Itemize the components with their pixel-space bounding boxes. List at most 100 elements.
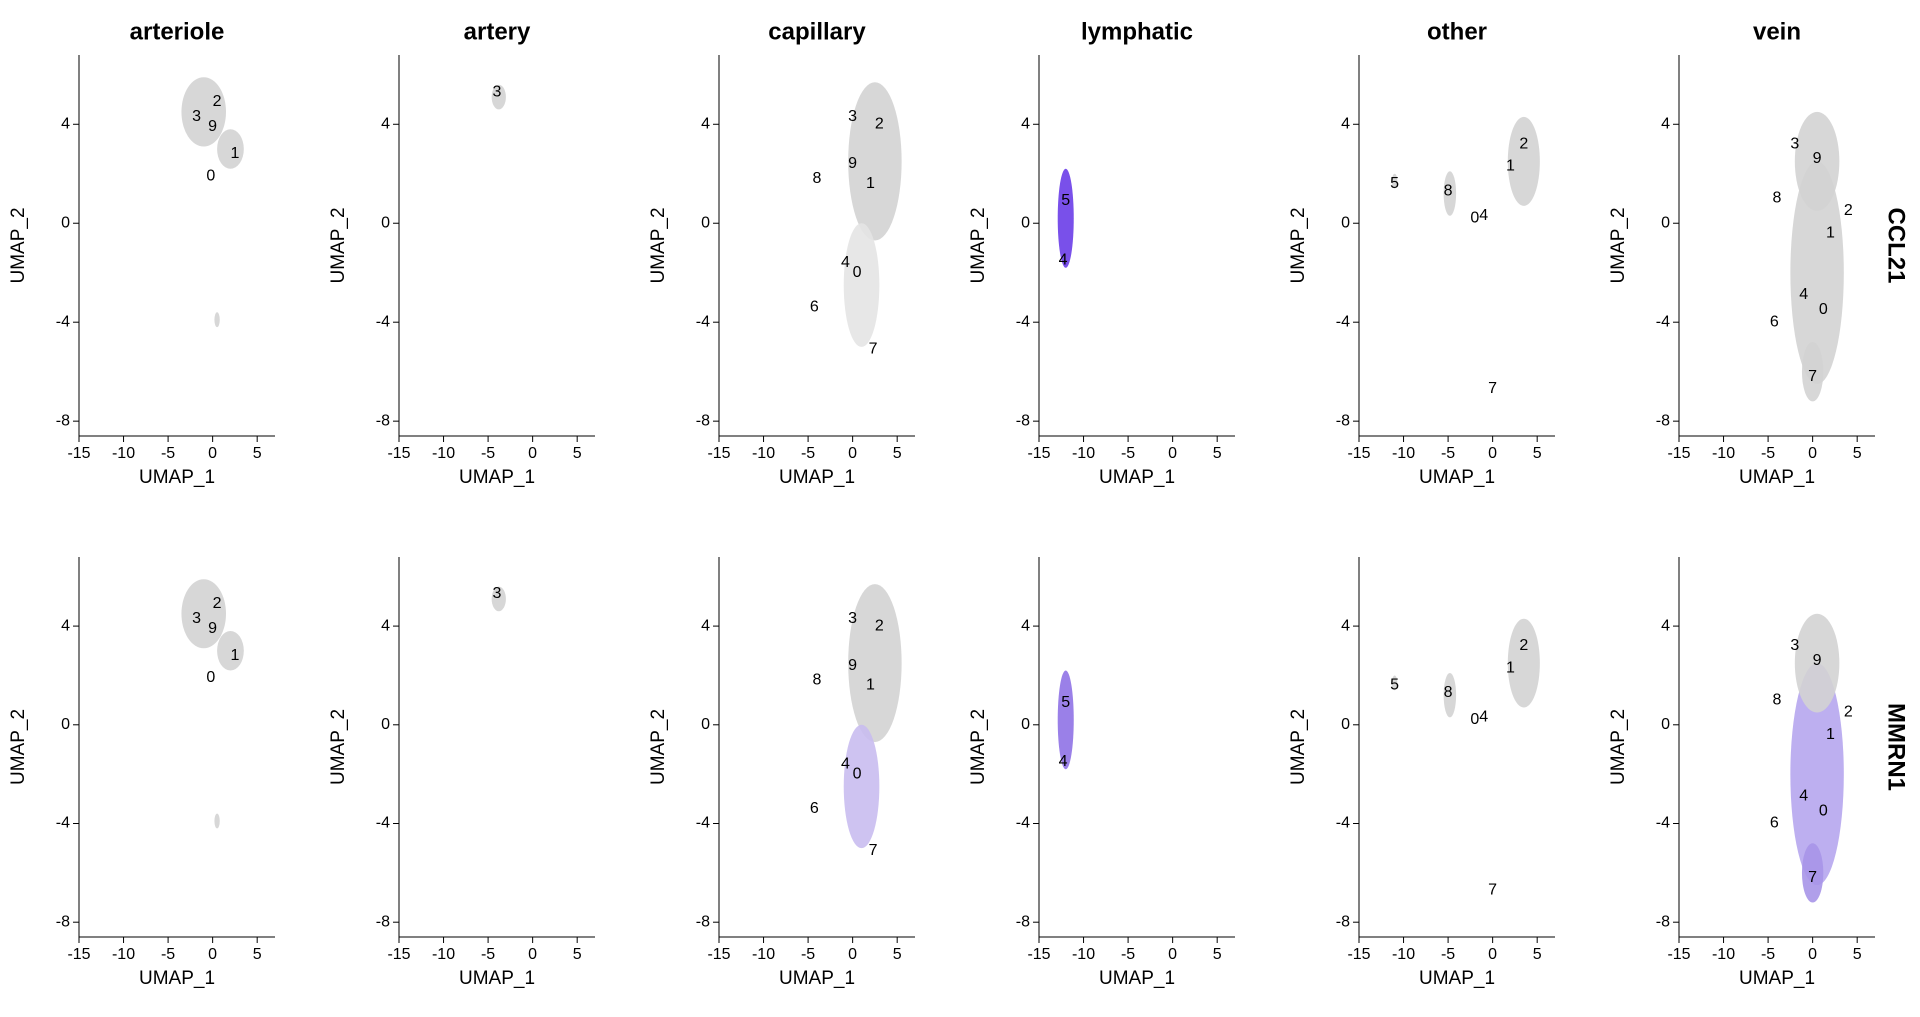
x-tick-label: 5	[1213, 946, 1222, 963]
facet-title: capillary	[768, 18, 866, 45]
cluster-label: 5	[1390, 175, 1399, 192]
x-tick-label: -5	[801, 946, 815, 963]
x-tick-label: 0	[848, 946, 857, 963]
cluster-label: 4	[1479, 709, 1488, 726]
cluster-label: 9	[848, 657, 857, 674]
cluster-label: 3	[192, 610, 201, 627]
x-tick-label: 0	[528, 445, 537, 462]
cluster-label: 2	[1519, 637, 1528, 654]
cluster-label: 0	[853, 765, 862, 782]
y-axis-label: UMAP_2	[648, 207, 669, 283]
y-tick-label: 0	[701, 214, 710, 231]
x-tick-label: 5	[1853, 445, 1862, 462]
y-axis-label: UMAP_2	[968, 709, 989, 785]
point-cloud	[1057, 168, 1074, 268]
point-cloud	[1443, 672, 1457, 718]
x-tick-label: -10	[752, 445, 775, 462]
y-tick-label: -8	[696, 412, 710, 429]
y-tick-label: 0	[381, 716, 390, 733]
y-axis-label: UMAP_2	[968, 207, 989, 283]
point-cloud	[1790, 663, 1844, 886]
point-cloud	[181, 77, 227, 147]
x-axis-label: UMAP_1	[139, 968, 215, 989]
y-tick-label: 0	[1341, 214, 1350, 231]
point-cloud	[843, 223, 880, 347]
y-tick-label: 0	[61, 214, 70, 231]
y-tick-label: -8	[56, 412, 70, 429]
x-axis-label: UMAP_1	[459, 467, 535, 488]
x-tick-label: 0	[1488, 445, 1497, 462]
y-tick-label: -8	[1656, 913, 1670, 930]
x-tick-label: -5	[1121, 946, 1135, 963]
x-tick-label: -15	[387, 445, 410, 462]
cluster-label: 8	[1773, 190, 1782, 207]
y-tick-label: -4	[56, 815, 70, 832]
cluster-label: 8	[1444, 684, 1453, 701]
y-tick-label: 4	[381, 617, 390, 634]
cluster-label: 3	[848, 108, 857, 125]
y-tick-label: 4	[381, 115, 390, 132]
x-tick-label: 5	[1533, 946, 1542, 963]
y-tick-label: 0	[701, 716, 710, 733]
cluster-label: 8	[1773, 691, 1782, 708]
cluster-label: 0	[1470, 210, 1479, 227]
cluster-label: 2	[1844, 704, 1853, 721]
y-tick-label: -4	[696, 313, 710, 330]
cluster-label: 6	[1770, 313, 1779, 330]
x-tick-label: 5	[1533, 445, 1542, 462]
point-cloud	[848, 82, 902, 241]
y-tick-label: -4	[696, 815, 710, 832]
facet-title: other	[1427, 18, 1487, 45]
x-tick-label: 0	[1488, 946, 1497, 963]
cluster-label: 1	[230, 647, 239, 664]
x-tick-label: -5	[801, 445, 815, 462]
y-axis-label: UMAP_2	[328, 207, 349, 283]
x-tick-label: -15	[1347, 445, 1370, 462]
x-tick-label: 5	[573, 445, 582, 462]
cluster-label: 9	[1813, 652, 1822, 669]
cluster-label: 4	[1059, 252, 1068, 269]
point-cloud	[1790, 161, 1844, 385]
y-tick-label: 4	[1661, 115, 1670, 132]
y-axis-label: UMAP_2	[328, 709, 349, 785]
point-cloud	[1801, 341, 1824, 402]
x-tick-label: -10	[112, 946, 135, 963]
y-axis-label: UMAP_2	[1608, 207, 1629, 283]
x-tick-label: 0	[848, 445, 857, 462]
cluster-label: 1	[866, 175, 875, 192]
x-tick-label: -10	[432, 445, 455, 462]
x-tick-label: 0	[1808, 445, 1817, 462]
y-axis-label: UMAP_2	[1608, 709, 1629, 785]
point-cloud	[1794, 613, 1840, 713]
cluster-label: 7	[1488, 881, 1497, 898]
cluster-label: 2	[875, 115, 884, 132]
x-axis-label: UMAP_1	[1099, 467, 1175, 488]
cluster-label: 5	[1390, 677, 1399, 694]
cluster-label: 2	[1519, 135, 1528, 152]
y-tick-label: -8	[1016, 913, 1030, 930]
y-tick-label: -8	[1656, 412, 1670, 429]
y-tick-label: 0	[1341, 716, 1350, 733]
x-tick-label: -5	[481, 946, 495, 963]
y-tick-label: -8	[376, 913, 390, 930]
x-tick-label: -15	[1027, 445, 1050, 462]
x-tick-label: 0	[1168, 445, 1177, 462]
x-tick-label: -10	[1072, 946, 1095, 963]
cluster-label: 5	[1061, 192, 1070, 209]
x-tick-label: -5	[1441, 946, 1455, 963]
x-tick-label: -15	[707, 445, 730, 462]
x-axis-label: UMAP_1	[1419, 968, 1495, 989]
x-tick-label: -15	[1667, 946, 1690, 963]
point-cloud	[1794, 111, 1840, 211]
y-tick-label: 0	[1021, 716, 1030, 733]
point-cloud	[1507, 116, 1540, 206]
x-tick-label: -15	[1347, 946, 1370, 963]
x-tick-label: 5	[893, 445, 902, 462]
y-tick-label: -4	[376, 313, 390, 330]
cluster-label: 7	[1808, 869, 1817, 886]
x-tick-label: 0	[528, 946, 537, 963]
cluster-label: 0	[206, 167, 215, 184]
cluster-label: 2	[1844, 202, 1853, 219]
x-tick-label: 0	[1808, 946, 1817, 963]
